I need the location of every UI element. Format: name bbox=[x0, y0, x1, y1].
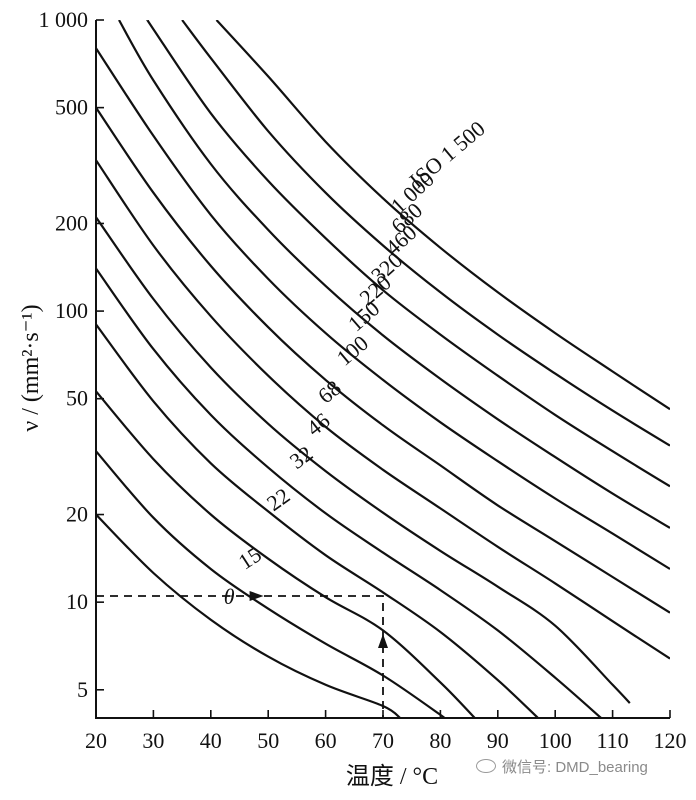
watermark: 微信号: DMD_bearing bbox=[476, 756, 648, 777]
curve-label-68: 68 bbox=[313, 375, 346, 408]
curve-iso-68 bbox=[96, 267, 602, 718]
x-tick-label: 110 bbox=[597, 728, 629, 753]
x-tick-label: 60 bbox=[315, 728, 337, 753]
y-tick-label: 200 bbox=[55, 210, 88, 235]
y-tick-label: 50 bbox=[66, 386, 88, 411]
curve-label-100: 100 bbox=[332, 330, 373, 370]
curve-iso-320 bbox=[96, 47, 670, 570]
watermark-text: 微信号: DMD_bearing bbox=[502, 759, 648, 776]
curve-iso-32 bbox=[96, 390, 476, 718]
curve-iso-460 bbox=[118, 20, 670, 529]
x-tick-label: 40 bbox=[200, 728, 222, 753]
curve-iso-46 bbox=[96, 323, 539, 718]
y-tick-label: 500 bbox=[55, 95, 88, 120]
curve-label-32: 32 bbox=[285, 441, 317, 474]
right-arrowhead bbox=[249, 590, 264, 601]
curve-label-46: 46 bbox=[302, 408, 335, 441]
x-tick-label: 90 bbox=[487, 728, 509, 753]
dashed-guide bbox=[96, 595, 384, 718]
x-tick-label: 30 bbox=[142, 728, 164, 753]
curve-iso-100 bbox=[96, 216, 631, 704]
x-tick-label: 80 bbox=[429, 728, 451, 753]
x-tick-label: 120 bbox=[654, 728, 687, 753]
y-axis-ticks: 5 10 20 50 100 200 500 1 000 bbox=[39, 7, 104, 702]
x-tick-label: 20 bbox=[85, 728, 107, 753]
curve-iso-1000 bbox=[181, 20, 670, 447]
up-arrowhead bbox=[378, 634, 388, 648]
curve-iso-1500 bbox=[215, 20, 670, 411]
curve-iso-150 bbox=[96, 159, 670, 660]
y-tick-label: 5 bbox=[77, 677, 88, 702]
wechat-icon bbox=[476, 759, 496, 773]
y-tick-label: 1 000 bbox=[39, 7, 89, 32]
curve-label-1500: ISO 1 500 bbox=[404, 116, 489, 193]
x-tick-label: 100 bbox=[539, 728, 572, 753]
x-axis-ticks: 20 30 40 50 60 70 80 90 100 110 120 bbox=[85, 710, 687, 753]
y-tick-label: 20 bbox=[66, 502, 88, 527]
curve-iso-680 bbox=[146, 20, 670, 488]
y-tick-label: 10 bbox=[66, 589, 88, 614]
reading-annotation: θ bbox=[96, 584, 388, 718]
curve-label-15: 15 bbox=[234, 541, 266, 574]
viscosity-curves bbox=[96, 20, 670, 718]
y-tick-label: 100 bbox=[55, 298, 88, 323]
curve-iso-220 bbox=[96, 106, 670, 614]
x-axis-title: 温度 / °C bbox=[346, 763, 438, 790]
x-tick-label: 50 bbox=[257, 728, 279, 753]
theta-label: θ bbox=[224, 584, 235, 609]
curve-iso-22 bbox=[96, 450, 447, 718]
x-tick-label: 70 bbox=[372, 728, 394, 753]
y-axis-title: ν / (mm²·s⁻¹) bbox=[18, 304, 44, 431]
